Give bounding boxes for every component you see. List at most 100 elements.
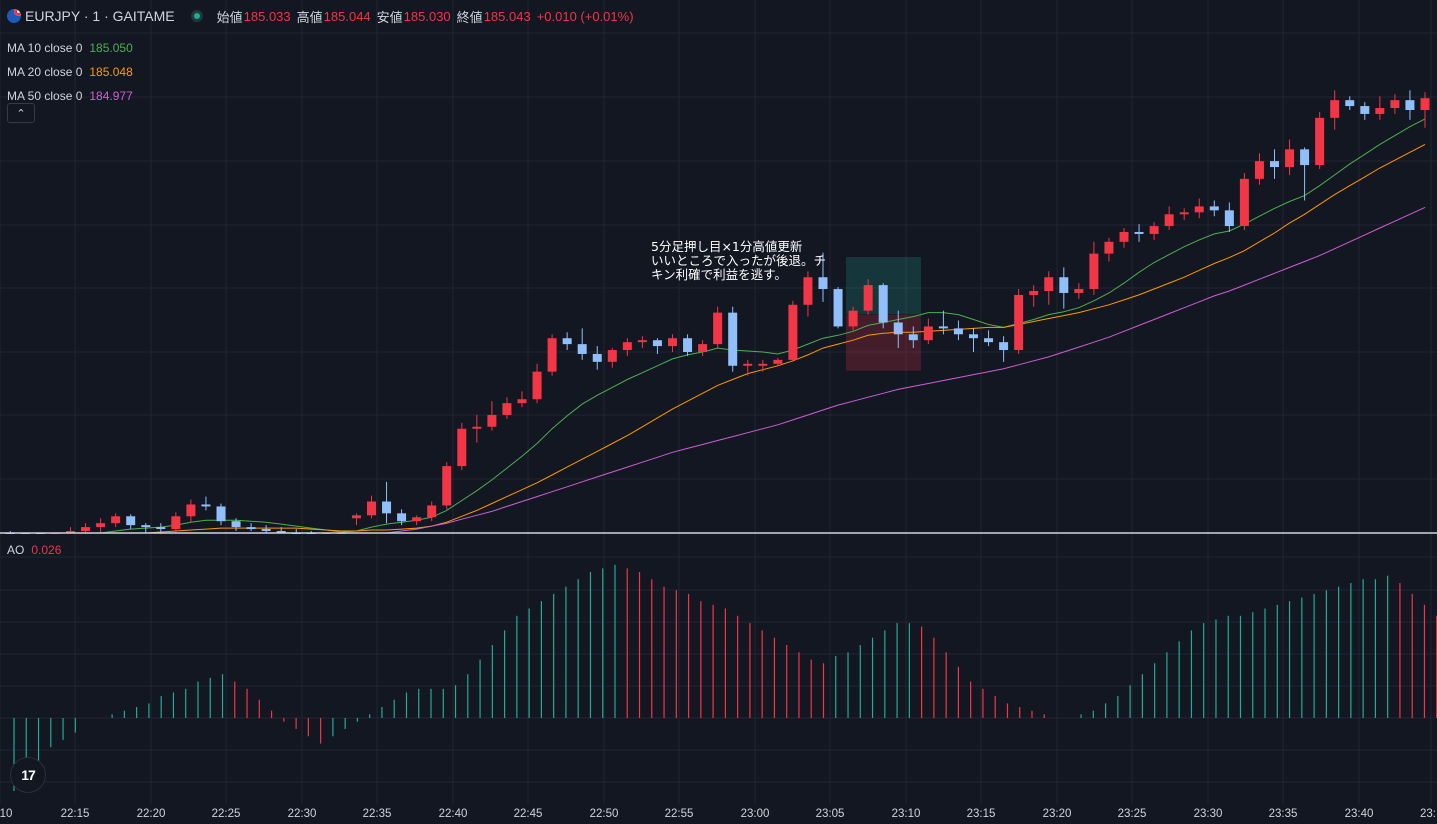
candle	[1059, 267, 1069, 309]
candle-body	[276, 531, 286, 533]
time-tick-label: 22:15	[60, 808, 90, 820]
candle	[938, 310, 948, 335]
candle	[923, 318, 933, 345]
candle	[216, 503, 226, 526]
symbol-legend: EURJPY · 1 · GAITAME 始値 185.033 高値 185.044…	[7, 6, 634, 108]
candle-body	[1330, 100, 1340, 118]
candle-body	[969, 334, 978, 339]
candle-body	[261, 529, 271, 532]
candle-body	[547, 338, 557, 372]
time-tick-label: 22:35	[362, 808, 392, 820]
candle-body	[728, 312, 738, 366]
candle	[1375, 96, 1385, 120]
candle-body	[1164, 214, 1174, 227]
time-tick-label: 22:20	[136, 808, 166, 820]
candle-body	[878, 285, 888, 323]
ao-legend[interactable]: AO 0.026	[7, 543, 61, 557]
candle-body	[1029, 291, 1039, 295]
time-tick-label: 23:25	[1117, 808, 1147, 820]
candle	[276, 527, 286, 533]
candle	[1224, 202, 1234, 232]
candle	[803, 271, 813, 317]
candle-body	[938, 326, 948, 329]
candle	[1239, 172, 1249, 231]
candle	[367, 495, 376, 519]
ma10-legend[interactable]: MA 10 close 0 185.050	[7, 36, 634, 60]
ao-histogram	[13, 564, 1437, 791]
candle-body	[382, 501, 392, 514]
ma20-value: 185.048	[89, 65, 133, 79]
candle-body	[126, 516, 136, 526]
candle	[81, 523, 91, 533]
candle	[698, 340, 708, 356]
candle	[833, 287, 843, 329]
candle	[517, 391, 527, 408]
candle-body	[1254, 161, 1264, 179]
candle	[1360, 102, 1370, 120]
candle	[592, 346, 602, 370]
candle	[261, 525, 271, 533]
time-tick-label: 23:35	[1268, 808, 1298, 820]
ohlc-row: EURJPY · 1 · GAITAME 始値 185.033 高値 185.044…	[7, 6, 634, 26]
candle-body	[984, 338, 994, 343]
high-value: 185.044	[323, 8, 371, 24]
ma20-line	[0, 143, 1426, 534]
ma50-legend[interactable]: MA 50 close 0 184.977	[7, 84, 634, 108]
candle-body	[81, 527, 91, 532]
candle-body	[1300, 149, 1310, 166]
candle	[171, 512, 181, 533]
candle	[1044, 271, 1054, 305]
time-tick-label: 22:25	[211, 808, 241, 820]
candle-body	[1134, 231, 1144, 234]
change-value: +0.010 (+0.01%)	[536, 8, 634, 24]
candle	[1179, 208, 1189, 221]
candle	[773, 357, 783, 366]
candle	[487, 401, 497, 431]
candle	[668, 334, 677, 352]
tradingview-logo-icon[interactable]: 17	[10, 757, 46, 793]
candle-body	[1375, 108, 1385, 114]
candle	[1285, 139, 1295, 175]
candle	[743, 359, 753, 376]
time-axis[interactable]: 10 22:15 22:20 22:25 22:30 22:35 22:40 22:45 22:…	[0, 804, 1437, 824]
ma20-legend[interactable]: MA 20 close 0 185.048	[7, 60, 634, 84]
ma10-name: MA 10 close 0	[7, 41, 83, 55]
open-value: 185.033	[243, 8, 291, 24]
ma10-value: 185.050	[89, 41, 133, 55]
candle-body	[1270, 161, 1279, 168]
candle	[351, 513, 361, 526]
candle-body	[1074, 289, 1084, 293]
candle	[1104, 237, 1114, 262]
high-label: 高値	[296, 9, 323, 25]
candle-body	[1315, 117, 1325, 166]
candle	[96, 518, 106, 533]
candle-body	[1285, 149, 1295, 168]
low-value: 185.030	[403, 8, 451, 24]
candle	[908, 326, 918, 349]
time-tick-label: 23:00	[740, 808, 770, 820]
candle-body	[351, 515, 361, 519]
candle-body	[487, 414, 497, 427]
candle	[1390, 94, 1400, 114]
candlestick-series	[5, 90, 1430, 534]
trade-annotation-text[interactable]: 5分足押し目×1分高値更新 いいところで入ったが後退。チ キン利確で利益を逃す。	[651, 239, 827, 282]
candle-body	[668, 338, 677, 347]
candle-body	[472, 426, 482, 429]
time-tick-label: 23:05	[815, 808, 845, 820]
collapse-legend-button[interactable]: ⌃	[7, 103, 35, 123]
ma20-name: MA 20 close 0	[7, 65, 83, 79]
symbol-title[interactable]: EURJPY · 1 · GAITAME	[25, 8, 175, 24]
candle-body	[818, 277, 828, 290]
candle-body	[1209, 206, 1219, 211]
candle-body	[186, 504, 196, 517]
candle	[246, 523, 256, 532]
candle-body	[1014, 294, 1024, 351]
market-status-icon[interactable]	[190, 10, 203, 22]
candle	[577, 328, 587, 360]
candle	[1405, 90, 1415, 120]
candle-body	[713, 312, 723, 345]
candle	[878, 283, 888, 329]
candle	[728, 306, 738, 372]
time-tick-label: 22:45	[513, 808, 543, 820]
